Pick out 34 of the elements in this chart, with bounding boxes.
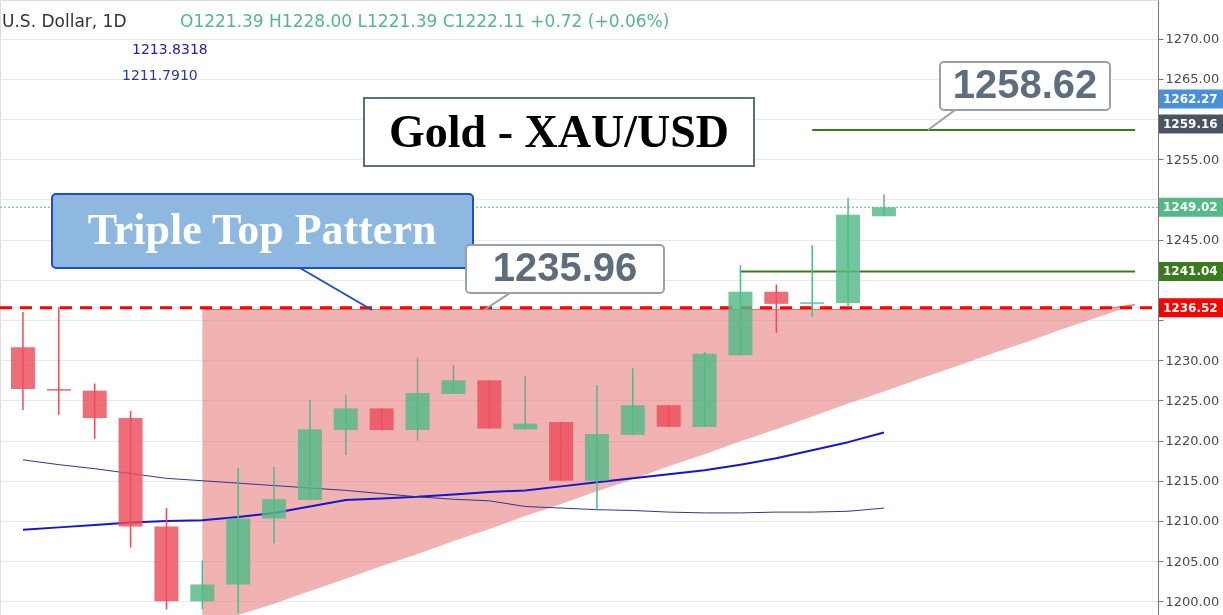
y-tick-label: 1205.00: [1165, 553, 1220, 569]
y-tick-label: 1220.00: [1165, 433, 1220, 449]
y-tick-label: 1245.00: [1165, 232, 1220, 248]
text: 1262.27: [1163, 92, 1218, 106]
text: 1259.16: [1163, 117, 1218, 131]
annotation: 1213.8318: [132, 41, 208, 57]
y-tick-label: 1255.00: [1165, 151, 1220, 167]
annotation: 1258.62: [952, 62, 1098, 106]
y-tick-label: 1215.00: [1165, 473, 1220, 489]
candlestick: [764, 283, 789, 334]
line-series: [22, 459, 885, 514]
candlestick: [333, 393, 358, 456]
y-tick-label: 1200.00: [1165, 593, 1220, 609]
y-tick-label: 1210.00: [1165, 513, 1220, 529]
y-tick-label: 1230.00: [1165, 352, 1220, 368]
candlestick: [46, 306, 71, 416]
line-series: [21, 431, 885, 531]
candlestick: [656, 404, 681, 428]
text: U.S. Dollar, 1D: [2, 11, 127, 31]
text: 1241.04: [1163, 264, 1218, 279]
candlestick: [800, 244, 825, 318]
annotation: O1221.39 H1228.00 L1221.39 C1222.11 +0.72 (+0.06%): [180, 11, 670, 31]
ref-line-label: 1236.52: [1163, 300, 1218, 315]
y-tick-label: 1225.00: [1165, 392, 1220, 408]
text: Gold - XAU/USD: [389, 106, 729, 157]
annotation: 1235.96: [492, 245, 638, 289]
y-tick-label: 1265.00: [1165, 71, 1220, 87]
candlestick: [190, 559, 215, 611]
ref-line-label: 1249.02: [1163, 200, 1218, 215]
annotation: Triple Top Pattern: [87, 205, 437, 254]
annotation: 1211.7910: [122, 67, 198, 83]
y-tick-label: 1270.00: [1165, 31, 1220, 47]
candlestick: [441, 364, 466, 395]
candlestick: [262, 466, 287, 545]
